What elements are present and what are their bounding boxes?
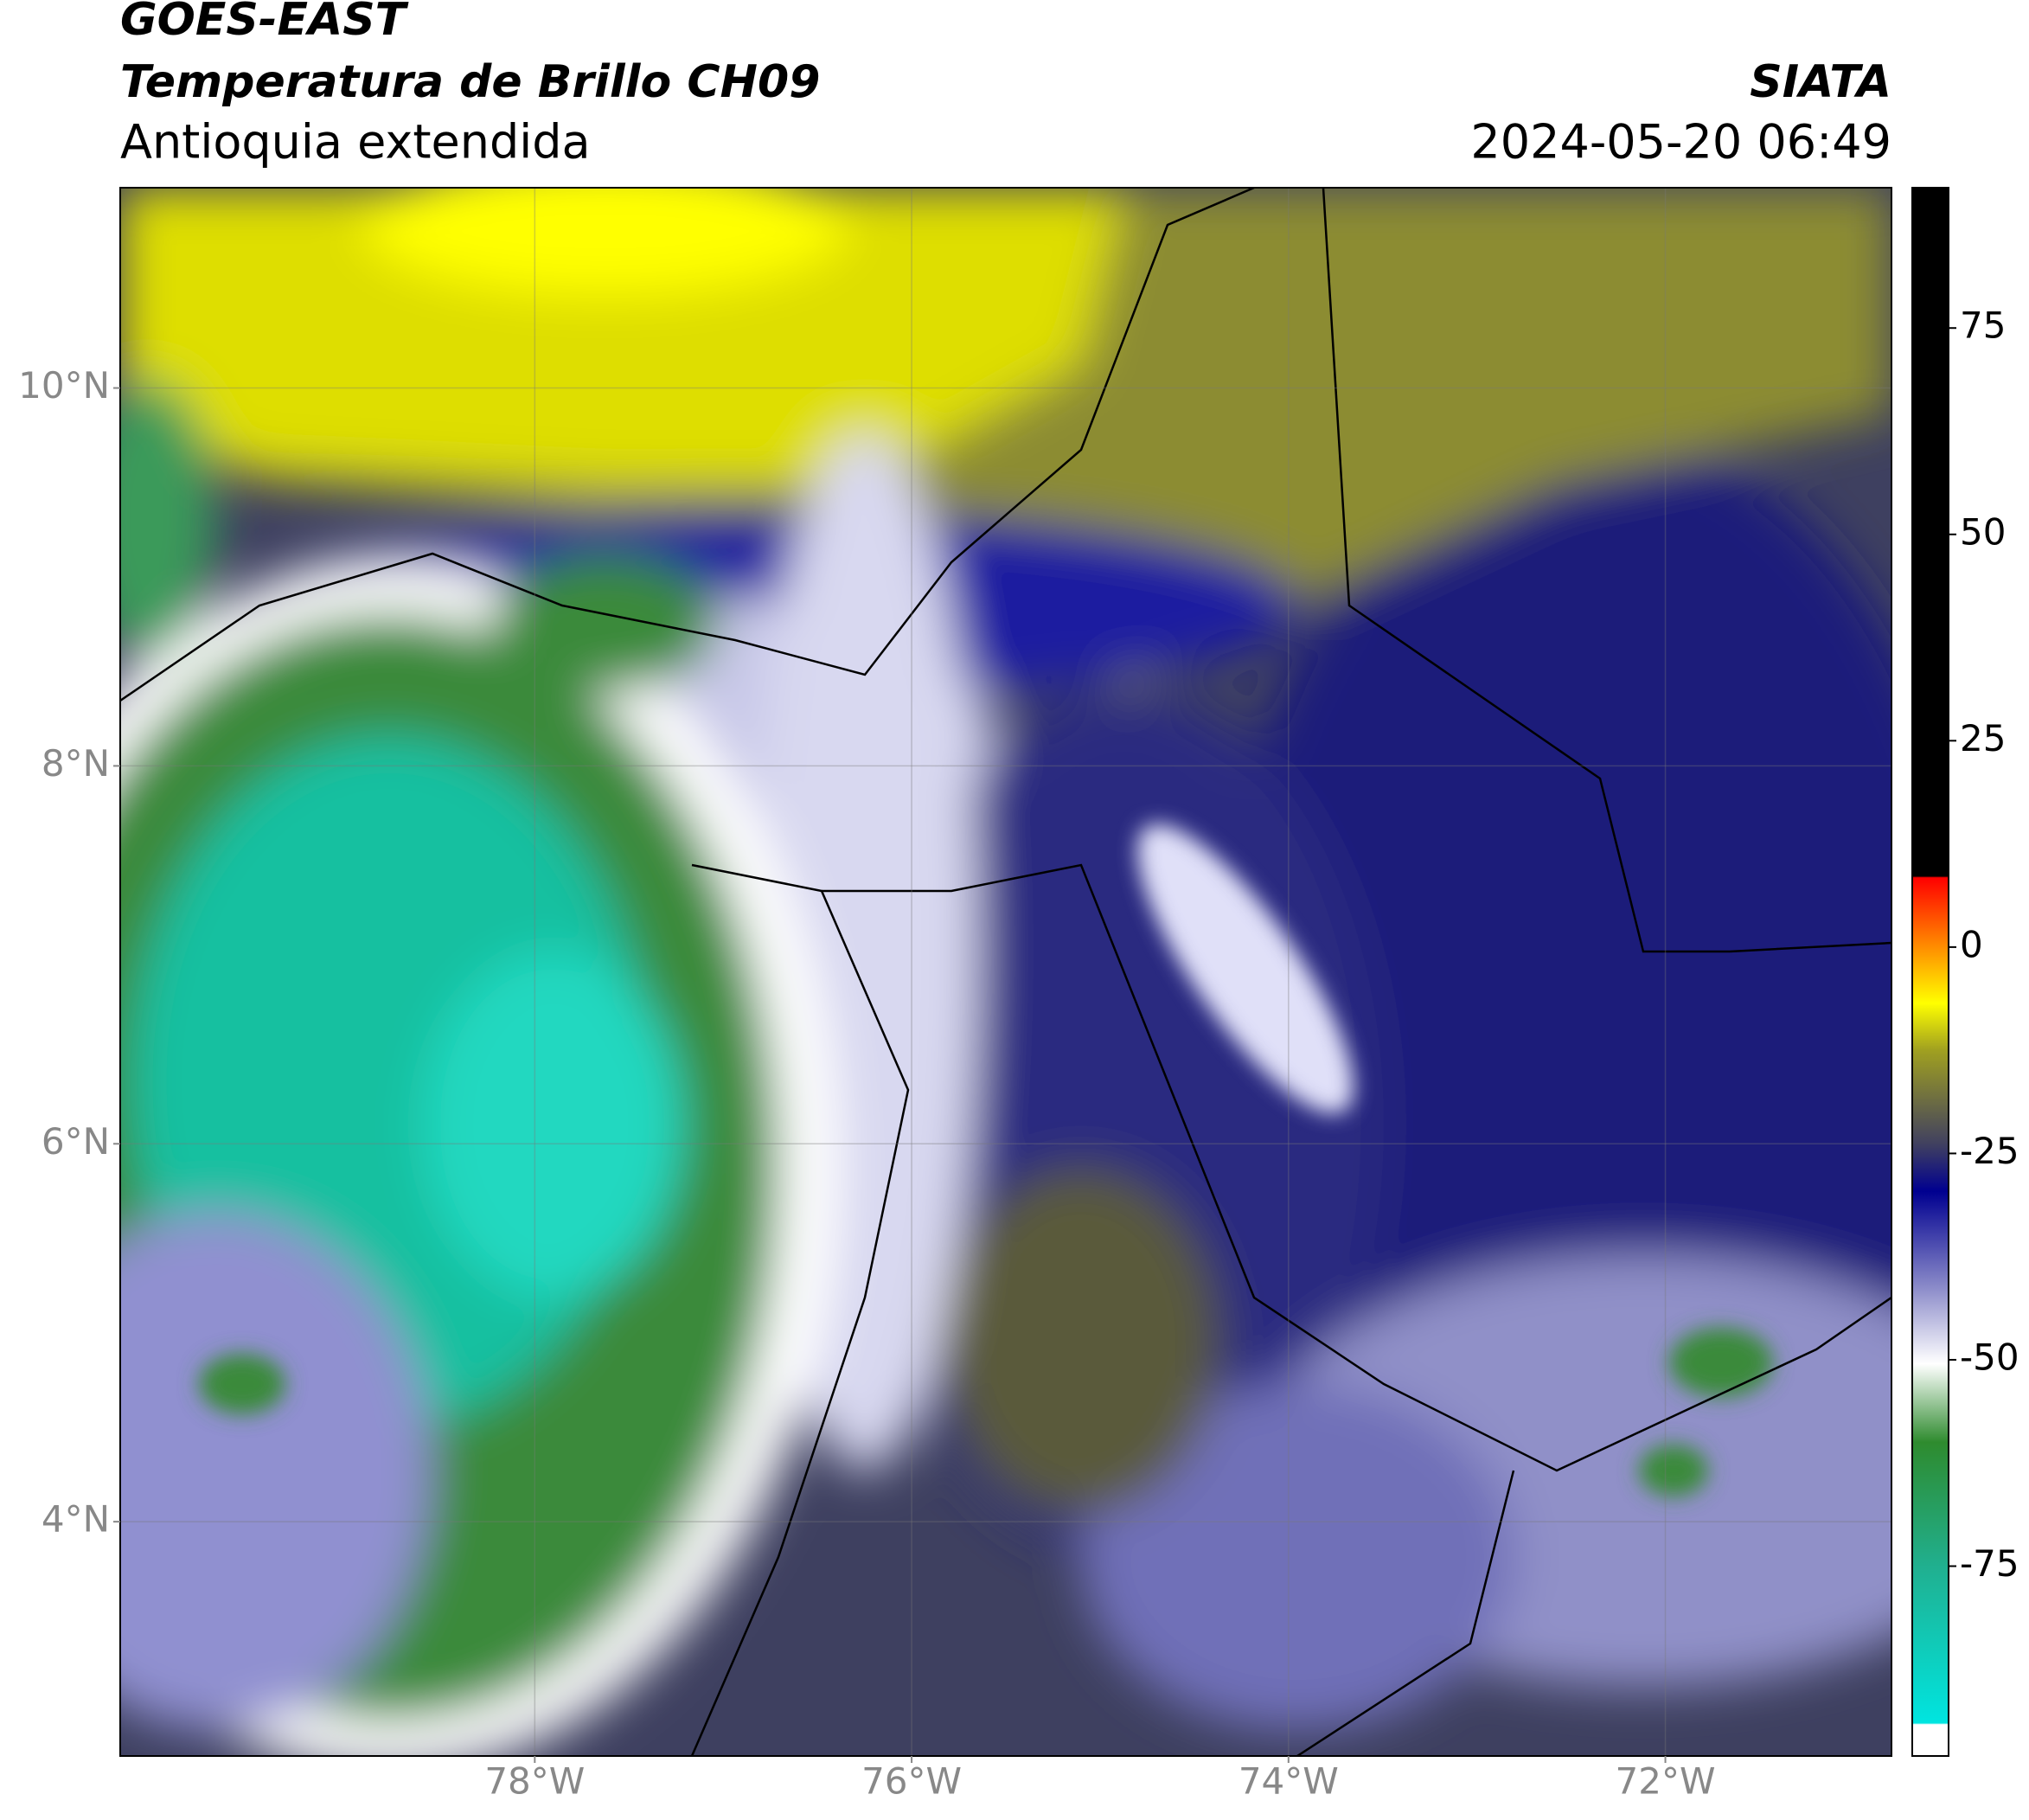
colorbar-tick-label: 25 (1960, 717, 2006, 759)
y-tick-label: 10°N (18, 364, 110, 407)
y-tick-label: 4°N (42, 1498, 110, 1541)
x-tick-label: 72°W (1616, 1760, 1716, 1803)
y-tick-label: 6°N (42, 1120, 110, 1163)
colorbar-tick-label: 75 (1960, 304, 2006, 347)
x-tick-label: 74°W (1239, 1760, 1339, 1803)
colorbar-tick-label: 0 (1960, 923, 1983, 965)
datetime: 2024-05-20 06:49 (1470, 115, 1891, 170)
y-tick-label: 8°N (42, 742, 110, 785)
title-line1: GOES-EAST (120, 0, 409, 46)
x-tick-label: 76°W (861, 1760, 962, 1803)
title-line3: Antioquia extendida (120, 115, 591, 170)
source: SIATA (1750, 56, 1891, 108)
colorbar (1911, 187, 1949, 1757)
map-frame (119, 187, 1892, 1757)
x-tick-label: 78°W (484, 1760, 585, 1803)
title-line2: Temperatura de Brillo CH09 (120, 56, 820, 108)
colorbar-tick-label: -25 (1960, 1130, 2019, 1172)
colorbar-tick-label: -75 (1960, 1542, 2019, 1585)
map-image (120, 188, 1891, 1756)
colorbar-tick-label: 50 (1960, 510, 2006, 553)
colorbar-tick-label: -50 (1960, 1336, 2019, 1378)
